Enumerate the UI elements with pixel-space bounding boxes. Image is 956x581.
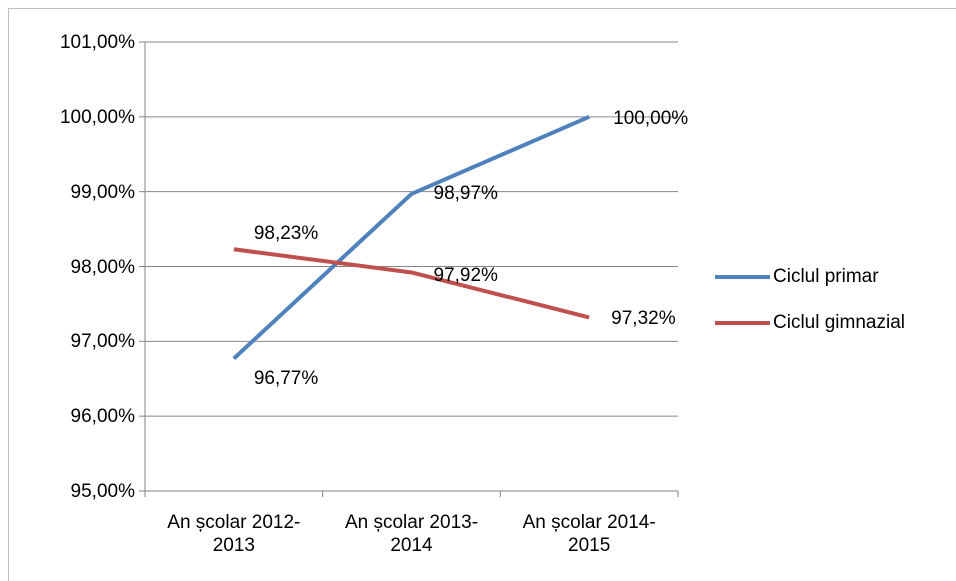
data-label: 96,77% xyxy=(253,367,319,389)
y-tick-label: 101,00% xyxy=(59,32,135,53)
y-tick-label: 96,00% xyxy=(70,406,135,428)
data-label: 97,92% xyxy=(433,265,498,287)
data-label: 98,23% xyxy=(253,223,319,245)
x-tick-label: An școlar 2012-2013 xyxy=(167,512,301,556)
legend-label: Ciclul gimnazial xyxy=(773,312,905,333)
frame xyxy=(8,8,956,581)
legend-label: Ciclul primar xyxy=(773,266,879,287)
y-tick-label: 97,00% xyxy=(70,331,135,353)
y-tick-label: 100,00% xyxy=(59,106,135,128)
data-label: 98,97% xyxy=(433,182,498,204)
x-tick-label: An școlar 2014-2015 xyxy=(522,512,656,556)
line-series xyxy=(232,114,590,361)
y-tick-label: 99,00% xyxy=(70,181,135,203)
data-label: 100,00% xyxy=(613,107,689,129)
line-series xyxy=(233,247,590,320)
y-tick-label: 95,00% xyxy=(70,481,135,502)
data-label: 97,32% xyxy=(611,308,676,330)
y-tick-label: 98,00% xyxy=(70,256,135,278)
x-tick-label: An școlar 2013-2014 xyxy=(344,512,479,556)
